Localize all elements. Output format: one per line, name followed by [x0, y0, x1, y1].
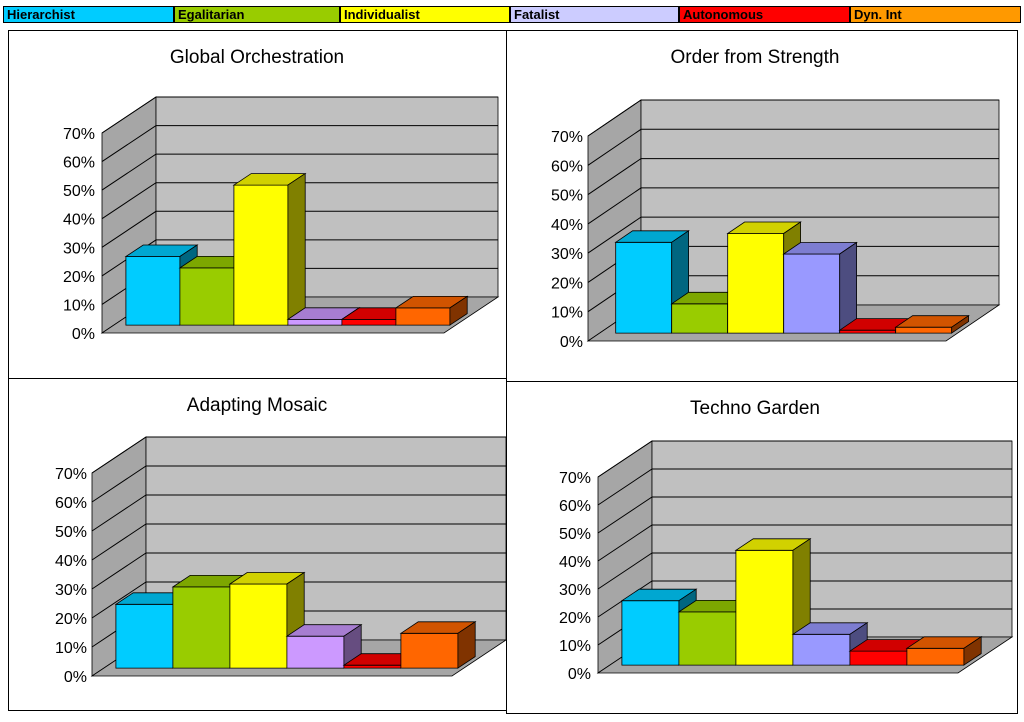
- y-tick-label: 70%: [551, 129, 583, 146]
- chart-title: Adapting Mosaic: [187, 395, 327, 416]
- y-tick-label: 0%: [568, 666, 591, 683]
- gridline: [597, 440, 1012, 478]
- gridline: [101, 210, 498, 248]
- chart-order-from-strength: Order from Strength 0% 10% 20% 30% 40% 50% 60% 7…: [551, 47, 1001, 351]
- gridline: [101, 239, 498, 277]
- legend-item-individualist: Individualist: [340, 6, 510, 23]
- gridline: [101, 125, 498, 163]
- gridline: [91, 523, 506, 561]
- y-tick-label: 70%: [63, 126, 95, 143]
- y-tick-label: 60%: [559, 498, 591, 515]
- y-tick-label: 20%: [559, 610, 591, 627]
- chart-techno-garden: Techno Garden 0% 10% 20% 30% 40% 50% 60% 70%: [559, 398, 1014, 683]
- gridline: [587, 187, 999, 225]
- y-tick-label: 0%: [560, 334, 583, 351]
- y-tick-label: 10%: [559, 638, 591, 655]
- gridline: [91, 552, 506, 590]
- gridline: [101, 96, 498, 134]
- chart-panel-global-orchestration: Global Orchestration 0% 10% 20% 30% 40% 50% 60%…: [8, 30, 507, 379]
- y-tick-label: 10%: [551, 305, 583, 322]
- chart-panel-order-from-strength: Order from Strength 0% 10% 20% 30% 40% 50% 60% 7…: [506, 30, 1018, 382]
- bar-fatalist: [782, 241, 858, 334]
- gridline: [597, 496, 1012, 534]
- y-tick-label: 0%: [72, 326, 95, 343]
- y-tick-label: 30%: [559, 582, 591, 599]
- y-tick-label: 60%: [551, 158, 583, 175]
- y-tick-label: 10%: [55, 640, 87, 657]
- bar-dyn-int: [894, 314, 970, 334]
- chart-global-orchestration: Global Orchestration 0% 10% 20% 30% 40% 50% 60%…: [63, 47, 500, 343]
- gridline: [597, 524, 1012, 562]
- chart-title: Techno Garden: [690, 398, 820, 419]
- y-tick-label: 40%: [55, 553, 87, 570]
- gridline: [101, 182, 498, 220]
- legend: Hierarchist Egalitarian Individualist Fa…: [0, 0, 1024, 26]
- legend-item-autonomous: Autonomous: [679, 6, 850, 23]
- y-tick-label: 30%: [551, 246, 583, 263]
- gridline: [101, 153, 498, 191]
- bar-dyn-int: [394, 295, 469, 326]
- bar-dyn-int: [399, 621, 477, 669]
- bar-dyn-int: [905, 636, 983, 666]
- bar-individualist: [232, 172, 307, 326]
- chart-panel-adapting-mosaic: Adapting Mosaic 0% 10% 20% 30% 40% 50% 60% 70%: [8, 378, 507, 711]
- chart-title: Order from Strength: [671, 47, 840, 68]
- gridline: [587, 158, 999, 196]
- chart-adapting-mosaic: Adapting Mosaic 0% 10% 20% 30% 40% 50% 60% 70%: [55, 395, 506, 686]
- y-tick-label: 30%: [55, 582, 87, 599]
- legend-item-hierarchist: Hierarchist: [3, 6, 174, 23]
- y-tick-label: 20%: [63, 269, 95, 286]
- y-tick-label: 40%: [559, 554, 591, 571]
- legend-item-fatalist: Fatalist: [510, 6, 679, 23]
- y-tick-label: 60%: [55, 495, 87, 512]
- y-tick-label: 20%: [55, 611, 87, 628]
- y-tick-label: 50%: [559, 526, 591, 543]
- gridline: [587, 99, 999, 137]
- y-tick-label: 70%: [55, 466, 87, 483]
- y-tick-label: 70%: [559, 470, 591, 487]
- y-tick-label: 40%: [63, 212, 95, 229]
- chart-panel-techno-garden: Techno Garden 0% 10% 20% 30% 40% 50% 60% 70%: [506, 381, 1018, 714]
- gridline: [587, 216, 999, 254]
- y-tick-label: 30%: [63, 240, 95, 257]
- legend-item-egalitarian: Egalitarian: [174, 6, 340, 23]
- y-tick-label: 50%: [63, 183, 95, 200]
- y-tick-label: 50%: [55, 524, 87, 541]
- gridline: [91, 465, 506, 503]
- y-tick-label: 40%: [551, 217, 583, 234]
- chart-title: Global Orchestration: [170, 47, 344, 68]
- gridline: [91, 436, 506, 474]
- legend-item-dyn-int: Dyn. Int: [850, 6, 1021, 23]
- gridline: [597, 552, 1012, 590]
- gridline: [91, 581, 506, 619]
- y-tick-label: 0%: [64, 669, 87, 686]
- y-tick-label: 10%: [63, 297, 95, 314]
- gridline: [597, 580, 1012, 618]
- gridline: [587, 128, 999, 166]
- y-tick-label: 60%: [63, 155, 95, 172]
- gridline: [597, 468, 1012, 506]
- gridline: [91, 494, 506, 532]
- y-tick-label: 20%: [551, 275, 583, 292]
- y-tick-label: 50%: [551, 188, 583, 205]
